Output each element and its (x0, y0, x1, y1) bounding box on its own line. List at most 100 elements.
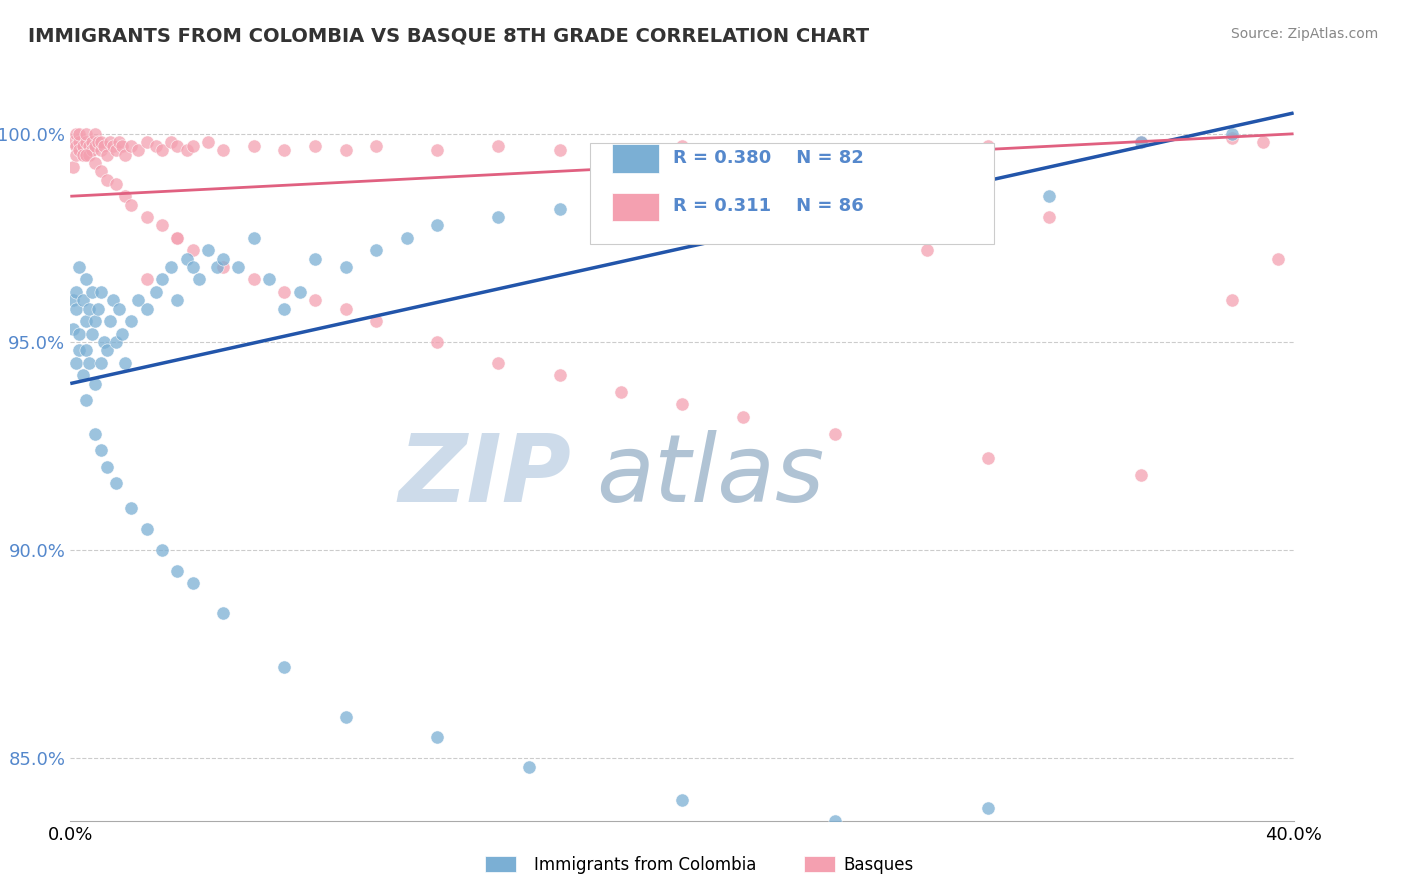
Point (62, 160, 84, 174)
Point (121, 501, 143, 516)
Point (166, 293, 188, 308)
Point (65, 285, 87, 299)
Point (83, 139, 105, 153)
Point (395, 231, 418, 245)
Point (273, 659, 295, 673)
Point (1129, 135, 1152, 149)
Point (166, 564, 188, 578)
Point (145, 139, 167, 153)
Point (121, 139, 143, 153)
Point (548, 144, 571, 158)
Point (121, 314, 143, 328)
Point (114, 189, 136, 203)
Point (273, 144, 295, 158)
Point (671, 793, 693, 807)
Point (135, 301, 157, 316)
Point (90, 144, 112, 158)
Point (75, 272, 97, 286)
Text: Source: ZipAtlas.com: Source: ZipAtlas.com (1230, 27, 1378, 41)
Point (335, 709, 357, 723)
Point (127, 144, 149, 158)
Point (181, 576, 204, 591)
FancyBboxPatch shape (612, 193, 658, 221)
Point (80, 135, 103, 149)
Point (205, 260, 228, 274)
Point (366, 139, 388, 153)
Point (83, 127, 105, 141)
Point (160, 135, 183, 149)
Point (824, 189, 846, 203)
Point (62, 322, 84, 336)
Point (366, 314, 388, 328)
Text: R = 0.380    N = 82: R = 0.380 N = 82 (673, 149, 865, 167)
Point (1251, 135, 1274, 149)
Point (83, 376, 105, 391)
Point (517, 759, 540, 773)
Point (273, 285, 295, 299)
Point (77, 356, 100, 370)
Point (96, 343, 118, 358)
Point (101, 293, 124, 308)
Point (101, 139, 124, 153)
Point (733, 177, 755, 191)
Point (75, 135, 97, 149)
Point (135, 522, 157, 536)
Point (75, 343, 97, 358)
Point (243, 231, 266, 245)
Point (65, 139, 87, 153)
Point (1220, 127, 1243, 141)
Point (105, 476, 128, 491)
Point (83, 156, 105, 170)
Text: ZIP: ZIP (399, 430, 572, 522)
Point (108, 301, 131, 316)
Text: Basques: Basques (844, 856, 914, 874)
Point (181, 260, 204, 274)
Point (671, 397, 693, 411)
Point (105, 334, 128, 349)
Point (69, 260, 91, 274)
Point (548, 202, 571, 216)
Text: IMMIGRANTS FROM COLOMBIA VS BASQUE 8TH GRADE CORRELATION CHART: IMMIGRANTS FROM COLOMBIA VS BASQUE 8TH G… (28, 27, 869, 45)
Point (98, 135, 121, 149)
Point (610, 189, 633, 203)
Point (98, 314, 121, 328)
Point (976, 139, 998, 153)
Point (915, 244, 938, 258)
Point (610, 384, 633, 399)
Point (77, 139, 100, 153)
Point (824, 144, 846, 158)
Point (87, 301, 110, 316)
Point (75, 393, 97, 408)
Point (135, 210, 157, 224)
Point (90, 135, 112, 149)
Point (1038, 210, 1060, 224)
Point (1220, 293, 1243, 308)
Point (488, 210, 510, 224)
Point (69, 144, 91, 158)
Point (72, 139, 94, 153)
Point (426, 334, 449, 349)
Point (96, 147, 118, 161)
Point (105, 144, 128, 158)
Point (83, 314, 105, 328)
Point (288, 285, 311, 299)
Point (87, 135, 110, 149)
Point (127, 293, 149, 308)
Point (488, 139, 510, 153)
Point (150, 144, 173, 158)
Point (243, 272, 266, 286)
Point (62, 135, 84, 149)
Point (150, 219, 173, 233)
Point (212, 606, 235, 620)
Point (83, 426, 105, 441)
Point (65, 356, 87, 370)
Point (121, 197, 143, 211)
Point (1129, 468, 1152, 483)
Point (69, 343, 91, 358)
Point (1129, 135, 1152, 149)
Point (488, 356, 510, 370)
Point (426, 731, 449, 745)
Point (90, 164, 112, 178)
Point (548, 368, 571, 383)
Point (65, 147, 87, 161)
